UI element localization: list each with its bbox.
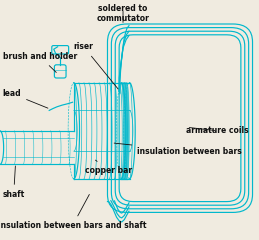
Text: shaft: shaft bbox=[3, 166, 25, 199]
Text: lead: lead bbox=[3, 89, 48, 108]
Text: riser: riser bbox=[74, 42, 118, 89]
Text: coil ends
soldered to
commutator: coil ends soldered to commutator bbox=[97, 0, 149, 23]
Text: armature coils: armature coils bbox=[186, 126, 249, 135]
Text: copper bar: copper bar bbox=[85, 160, 132, 175]
Text: insulation between bars and shaft: insulation between bars and shaft bbox=[0, 194, 147, 230]
Text: brush and holder: brush and holder bbox=[3, 52, 77, 72]
Text: insulation between bars: insulation between bars bbox=[114, 143, 242, 156]
